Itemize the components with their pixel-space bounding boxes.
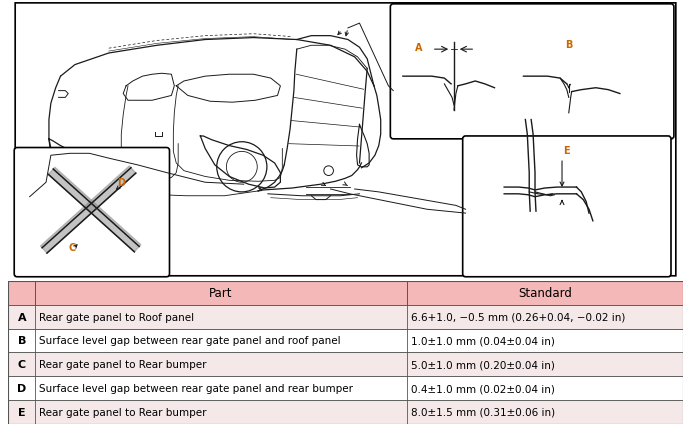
Text: Rear gate panel to Rear bumper: Rear gate panel to Rear bumper <box>39 360 207 369</box>
Text: E: E <box>18 407 26 417</box>
Polygon shape <box>41 167 136 253</box>
Bar <box>8 400 683 424</box>
FancyBboxPatch shape <box>15 4 676 276</box>
Text: Surface level gap between rear gate panel and roof panel: Surface level gap between rear gate pane… <box>39 336 341 345</box>
Text: D: D <box>117 178 125 188</box>
Text: 5.0±1.0 mm (0.20±0.04 in): 5.0±1.0 mm (0.20±0.04 in) <box>410 360 555 369</box>
Text: B: B <box>565 40 572 50</box>
Polygon shape <box>48 168 141 252</box>
Text: B: B <box>17 336 26 345</box>
Text: 0.4±1.0 mm (0.02±0.04 in): 0.4±1.0 mm (0.02±0.04 in) <box>410 383 555 393</box>
Text: 1.0±1.0 mm (0.04±0.04 in): 1.0±1.0 mm (0.04±0.04 in) <box>410 336 555 345</box>
Text: E: E <box>564 146 570 156</box>
FancyBboxPatch shape <box>15 148 169 277</box>
Text: Rear gate panel to Roof panel: Rear gate panel to Roof panel <box>39 312 194 322</box>
Bar <box>8 353 683 376</box>
FancyBboxPatch shape <box>463 137 671 277</box>
Text: Surface level gap between rear gate panel and rear bumper: Surface level gap between rear gate pane… <box>39 383 353 393</box>
Text: A: A <box>415 43 423 53</box>
Text: C: C <box>68 242 76 252</box>
Text: Rear gate panel to Rear bumper: Rear gate panel to Rear bumper <box>39 407 207 417</box>
Text: 6.6+1.0, −0.5 mm (0.26+0.04, −0.02 in): 6.6+1.0, −0.5 mm (0.26+0.04, −0.02 in) <box>410 312 625 322</box>
Text: Standard: Standard <box>518 287 572 299</box>
Text: C: C <box>18 360 26 369</box>
Bar <box>8 281 683 305</box>
Text: D: D <box>17 383 26 393</box>
Text: Part: Part <box>209 287 233 299</box>
Bar <box>8 305 683 329</box>
Bar <box>8 329 683 352</box>
Text: 8.0±1.5 mm (0.31±0.06 in): 8.0±1.5 mm (0.31±0.06 in) <box>410 407 555 417</box>
Bar <box>8 376 683 400</box>
Text: EB-00644: EB-00644 <box>634 264 671 273</box>
FancyBboxPatch shape <box>390 5 674 140</box>
Text: A: A <box>17 312 26 322</box>
